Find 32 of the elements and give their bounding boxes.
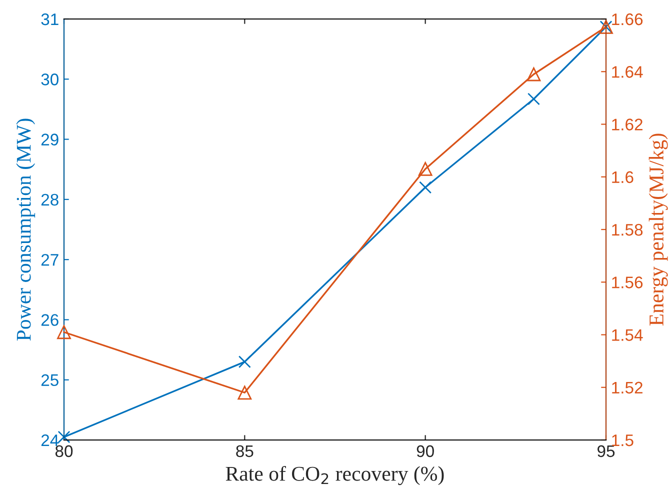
point <box>238 386 252 400</box>
y2-tick-label: 1.6 <box>612 171 634 184</box>
point <box>58 430 70 444</box>
x-axis-title: Rate of CO$_{2}$ recovery (%) <box>226 466 444 486</box>
y2-tick-label: 1.5 <box>612 434 634 446</box>
x-tick-label: 90 <box>416 445 434 458</box>
y2-tick-label: 1.66 <box>612 13 643 26</box>
y2-axis-title: Energy penalty(MJ/kg) <box>648 134 668 326</box>
y-tick-label: 31 <box>41 13 58 26</box>
y-tick-label: 24 <box>41 434 59 446</box>
point <box>419 181 432 194</box>
x-tick-label: 80 <box>55 445 73 458</box>
y-tick-label: 30 <box>41 74 58 86</box>
y-tick-label: 29 <box>41 134 58 146</box>
point <box>527 92 540 106</box>
x-tick-label: 85 <box>236 445 254 458</box>
point <box>57 325 71 340</box>
point <box>238 356 251 368</box>
x-tick-label: 95 <box>598 445 615 458</box>
y2-tick-label: 1.52 <box>612 382 642 394</box>
y-tick-label: 25 <box>41 374 58 386</box>
y2-tick-label: 1.62 <box>612 118 642 130</box>
y-tick-label: 27 <box>41 254 58 266</box>
y2-tick-label: 1.64 <box>612 66 643 78</box>
y2-tick-label: 1.58 <box>612 224 643 236</box>
y-tick-label: 28 <box>41 194 58 206</box>
y2-tick-label: 1.54 <box>612 329 643 341</box>
point <box>526 67 541 82</box>
y-tick-label: 26 <box>41 314 58 326</box>
y-axis-title: Power consumption (MW) <box>16 118 36 341</box>
y2-tick-label: 1.56 <box>612 276 643 288</box>
point <box>418 162 432 176</box>
